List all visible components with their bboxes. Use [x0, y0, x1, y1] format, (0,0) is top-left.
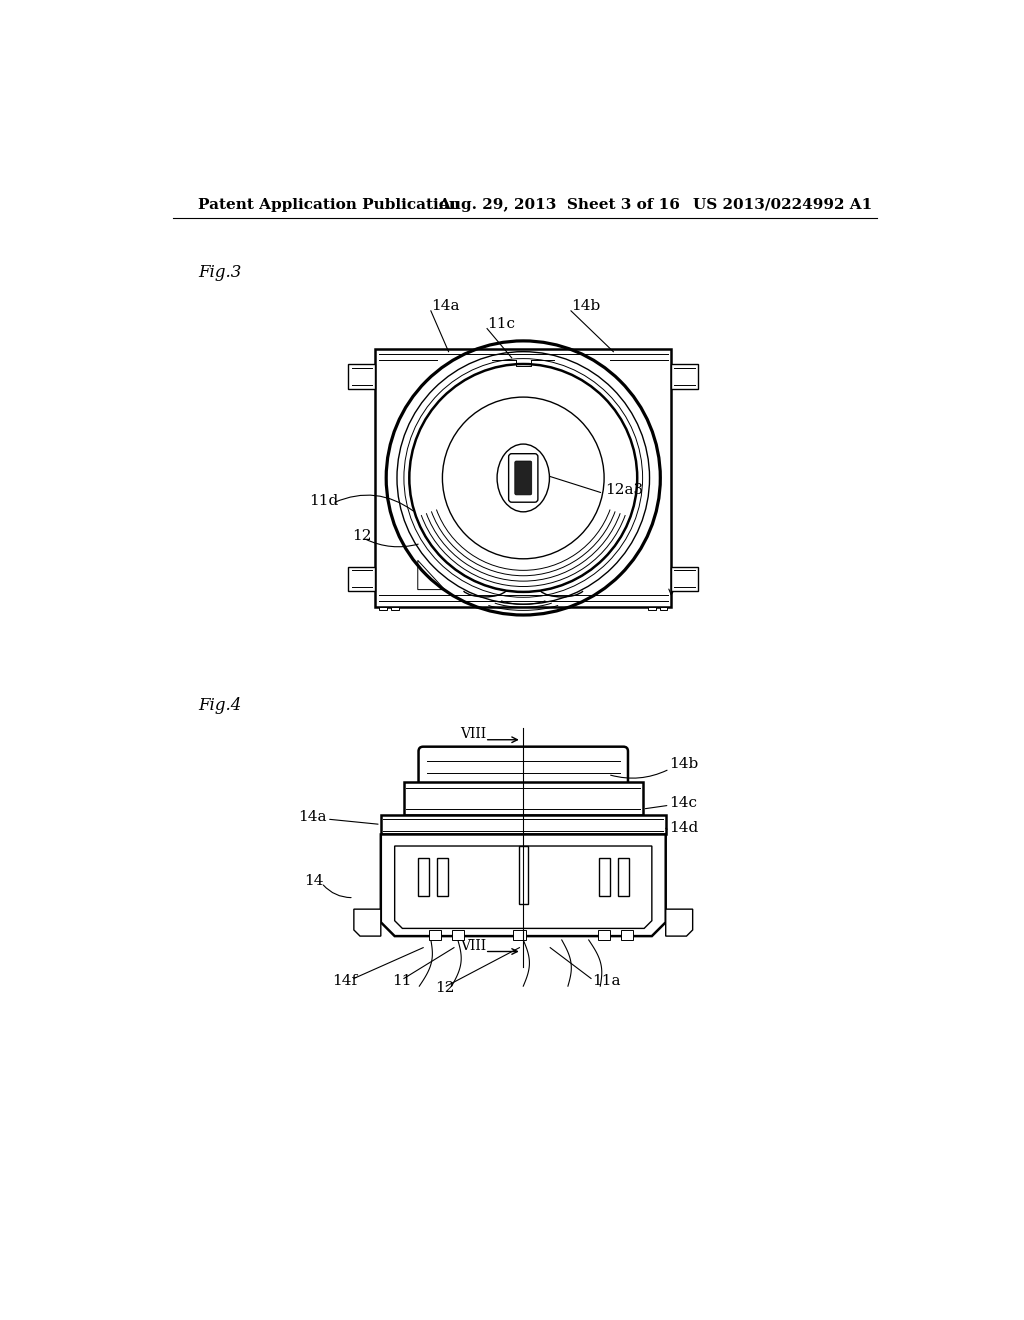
Text: 14a: 14a: [298, 809, 327, 824]
Polygon shape: [381, 816, 666, 834]
Text: 12a3: 12a3: [605, 483, 643, 496]
Text: 14a: 14a: [431, 300, 460, 313]
Text: 11c: 11c: [487, 317, 515, 331]
Text: 14c: 14c: [670, 796, 697, 810]
Polygon shape: [666, 909, 692, 936]
Polygon shape: [598, 929, 610, 940]
Polygon shape: [513, 929, 525, 940]
Text: 14d: 14d: [670, 821, 698, 836]
Polygon shape: [348, 364, 376, 388]
Text: Patent Application Publication: Patent Application Publication: [199, 198, 461, 211]
Polygon shape: [617, 858, 629, 896]
Text: 12: 12: [435, 982, 455, 995]
Text: 14b: 14b: [670, 758, 698, 771]
Text: 12: 12: [352, 529, 372, 543]
Text: VIII: VIII: [460, 939, 486, 953]
Polygon shape: [381, 834, 666, 936]
Text: US 2013/0224992 A1: US 2013/0224992 A1: [692, 198, 871, 211]
Polygon shape: [429, 929, 441, 940]
Bar: [648, 607, 655, 610]
Text: 14b: 14b: [571, 300, 600, 313]
Polygon shape: [437, 858, 447, 896]
Text: Aug. 29, 2013  Sheet 3 of 16: Aug. 29, 2013 Sheet 3 of 16: [438, 198, 680, 211]
Polygon shape: [394, 846, 652, 928]
Text: 14: 14: [677, 576, 696, 589]
Bar: [391, 607, 398, 610]
Ellipse shape: [497, 444, 550, 512]
Polygon shape: [518, 846, 528, 904]
Text: VIII: VIII: [460, 727, 486, 742]
Polygon shape: [621, 929, 634, 940]
FancyBboxPatch shape: [509, 454, 538, 502]
Polygon shape: [348, 566, 376, 591]
Polygon shape: [671, 364, 698, 388]
Polygon shape: [354, 909, 381, 936]
Text: 11: 11: [392, 974, 412, 987]
Text: Fig.4: Fig.4: [199, 697, 242, 714]
Text: 11d: 11d: [309, 494, 339, 508]
Bar: [379, 607, 387, 610]
FancyBboxPatch shape: [419, 747, 628, 787]
Polygon shape: [403, 781, 643, 816]
Polygon shape: [376, 348, 671, 607]
Bar: [659, 607, 668, 610]
Text: 11a: 11a: [593, 974, 622, 987]
Polygon shape: [452, 929, 464, 940]
FancyBboxPatch shape: [515, 461, 531, 495]
Text: 14f: 14f: [333, 974, 357, 987]
Text: 14: 14: [304, 874, 324, 887]
Polygon shape: [418, 858, 429, 896]
Polygon shape: [671, 566, 698, 591]
Polygon shape: [599, 858, 609, 896]
Text: Fig.3: Fig.3: [199, 264, 242, 281]
